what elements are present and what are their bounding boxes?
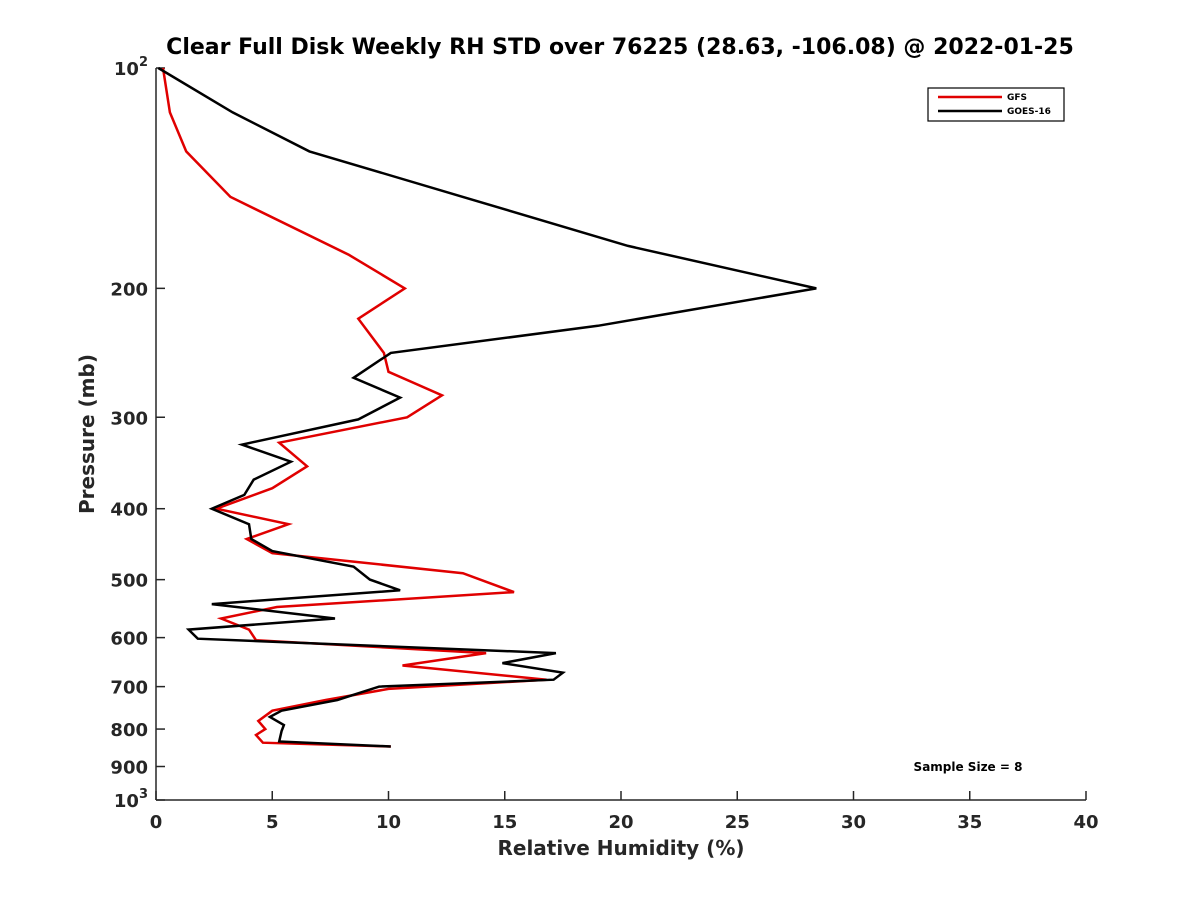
y-tick-base: 400 [110,500,148,521]
y-tick-base: 10 [114,59,139,80]
chart-title: Clear Full Disk Weekly RH STD over 76225… [166,35,1074,60]
series-layer [157,66,817,748]
y-tick-label: 400 [110,500,148,521]
y-tick-label: 300 [110,408,148,429]
x-tick-label: 30 [841,812,866,833]
x-tick-label: 10 [376,812,401,833]
x-ticks: 0 5 10 15 20 25 30 35 40 [150,791,1099,833]
x-axis-label: Relative Humidity (%) [497,836,744,860]
y-tick-exponent: 3 [139,787,148,802]
x-tick-label: 5 [266,812,279,833]
x-tick-label: 35 [957,812,982,833]
legend-label-gfs: GFS [1007,93,1027,103]
series-line-gfs [161,67,547,748]
y-tick-base: 800 [110,720,148,741]
series-line-goes16 [157,66,817,748]
y-tick-base: 10 [114,791,139,812]
y-tick-label: 200 [110,279,148,300]
y-tick-label: 800 [110,720,148,741]
y-tick-label: 102 [114,55,148,80]
y-tick-base: 900 [110,758,148,779]
y-tick-base: 700 [110,678,148,699]
x-tick-label: 15 [492,812,517,833]
y-tick-label: 700 [110,678,148,699]
y-axis-label: Pressure (mb) [75,354,99,514]
y-tick-label: 900 [110,758,148,779]
y-tick-label: 600 [110,629,148,650]
sample-size-annotation: Sample Size = 8 [914,760,1023,774]
y-tick-exponent: 2 [139,55,148,70]
y-tick-base: 200 [110,279,148,300]
y-tick-base: 300 [110,408,148,429]
y-tick-base: 500 [110,571,148,592]
legend-label-goes16: GOES-16 [1007,107,1051,117]
x-tick-label: 25 [725,812,750,833]
y-tick-base: 600 [110,629,148,650]
x-tick-label: 0 [150,812,163,833]
y-tick-label: 500 [110,571,148,592]
x-tick-label: 40 [1073,812,1098,833]
legend-box [927,87,1065,122]
y-tick-label: 103 [114,787,148,812]
x-tick-label: 20 [608,812,633,833]
legend: GFS GOES-16 [927,87,1065,122]
